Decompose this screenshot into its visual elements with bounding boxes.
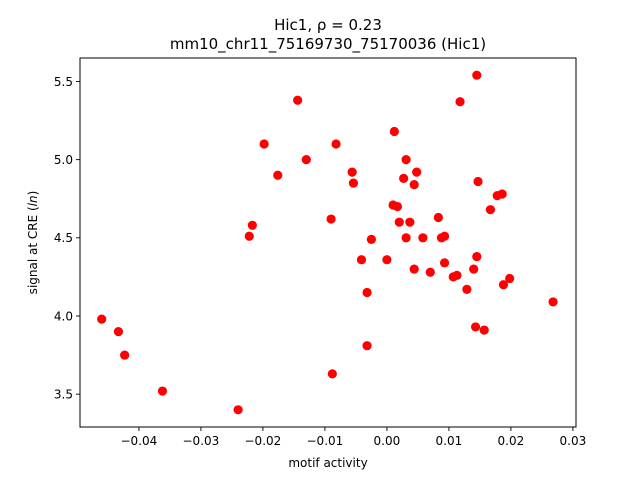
x-tick-label: −0.02 (245, 434, 282, 448)
data-point (439, 231, 450, 241)
data-point (273, 170, 283, 180)
data-point (418, 233, 428, 243)
data-point (347, 167, 357, 177)
data-point (356, 255, 367, 265)
chart-title-line2: mm10_chr11_75169730_75170036 (Hic1) (170, 35, 486, 54)
data-point (498, 280, 509, 290)
data-point (405, 217, 415, 227)
data-point (327, 369, 337, 379)
data-point (433, 212, 443, 223)
data-point (479, 325, 489, 335)
data-point (505, 273, 515, 284)
data-point (439, 258, 450, 268)
data-point (452, 270, 462, 280)
data-point (469, 264, 479, 274)
data-point (472, 70, 482, 80)
data-point (455, 97, 465, 107)
data-point (470, 322, 481, 332)
data-point (331, 139, 341, 149)
y-axis-ticks: 3.5 4.0 4.5 5.0 5.5 (54, 75, 80, 401)
x-tick-label: 0.02 (498, 434, 525, 448)
y-tick-label: 4.0 (54, 309, 73, 323)
data-point (409, 264, 419, 274)
x-axis-label: motif activity (288, 456, 367, 470)
y-tick-label: 4.5 (54, 231, 73, 245)
data-point (233, 405, 243, 415)
data-point (399, 173, 409, 183)
data-point (389, 126, 399, 137)
data-point (326, 214, 336, 224)
data-point (394, 217, 404, 227)
data-point (382, 255, 392, 265)
data-point (366, 234, 376, 244)
data-point (409, 180, 419, 190)
data-point (157, 386, 168, 396)
data-point (244, 231, 254, 241)
data-point (120, 350, 130, 360)
data-point (247, 220, 257, 230)
data-point (293, 95, 303, 105)
data-point (362, 341, 372, 351)
data-point (348, 178, 359, 188)
data-point (473, 176, 483, 187)
data-point (485, 205, 496, 215)
data-point (401, 155, 411, 165)
y-tick-label: 5.0 (54, 153, 73, 167)
x-tick-label: −0.01 (307, 434, 344, 448)
plot-frame (79, 57, 577, 428)
x-tick-label: 0.01 (436, 434, 463, 448)
data-points (97, 70, 558, 415)
data-point (548, 297, 558, 307)
x-tick-label: −0.03 (183, 434, 220, 448)
x-tick-label: −0.04 (121, 434, 158, 448)
data-point (392, 201, 403, 212)
data-point (412, 167, 422, 177)
y-tick-label: 5.5 (54, 75, 73, 89)
chart-title-line1: Hic1, ρ = 0.23 (274, 16, 382, 34)
data-point (97, 314, 107, 324)
data-point (497, 189, 507, 199)
x-tick-label: 0.00 (374, 434, 401, 448)
data-point (362, 287, 372, 298)
data-point (472, 251, 482, 262)
data-point (259, 139, 269, 149)
data-point (425, 267, 435, 277)
x-tick-label: 0.03 (560, 434, 587, 448)
y-tick-label: 3.5 (54, 387, 73, 401)
data-point (401, 233, 411, 243)
data-point (113, 327, 124, 337)
y-axis-label: signal at CRE (ln) (26, 191, 40, 295)
data-point (462, 284, 472, 295)
x-axis-ticks: −0.04 −0.03 −0.02 −0.01 0.00 0.01 0.02 0.03 (121, 427, 587, 448)
data-point (301, 155, 311, 165)
